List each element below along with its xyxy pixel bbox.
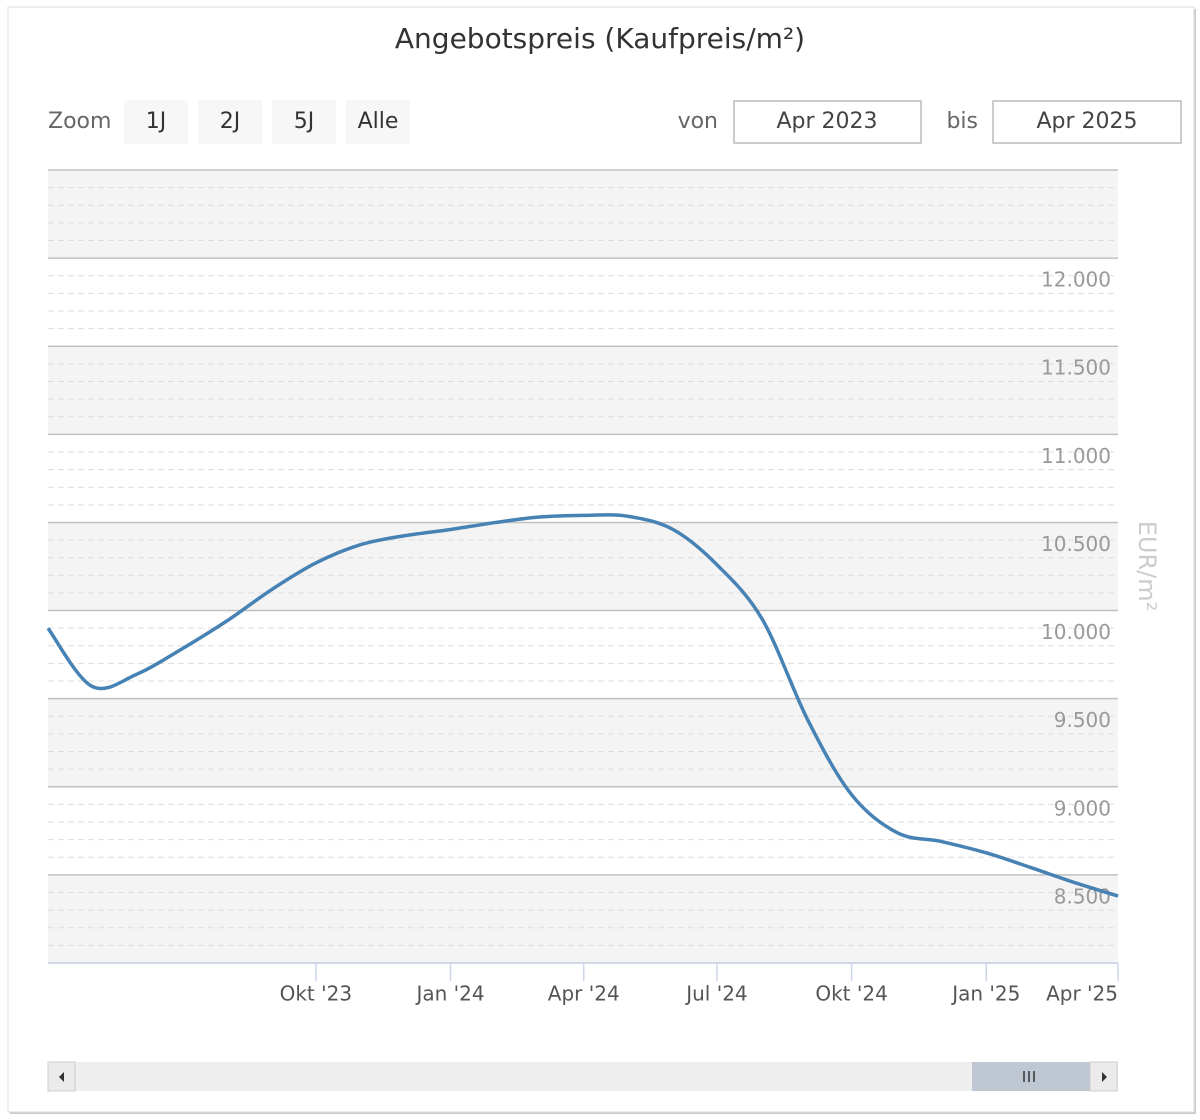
x-tick-label: Jan '25	[950, 982, 1020, 1006]
thumb-grip	[1023, 1071, 1035, 1082]
y-tick-label: 11.000	[1041, 444, 1111, 468]
plot-area: 8.500 9.000 9.500 10.000 10.500 11.000 11.500 1…	[46, 169, 1119, 1006]
chart-title: Angebotspreis (Kaufpreis/m²)	[395, 22, 805, 55]
plot-band	[48, 874, 1118, 963]
to-input-text[interactable]: Apr 2025	[1036, 109, 1137, 134]
zoom-button[interactable]	[346, 100, 410, 144]
from-input[interactable]	[733, 100, 922, 144]
y-tick-label: 12.000	[1041, 268, 1111, 292]
y-tick-label: 9.000	[1054, 796, 1111, 820]
from-input-text[interactable]: Apr 2023	[776, 109, 877, 134]
zoom-button-label[interactable]: 1J	[146, 109, 167, 134]
to-label: bis	[946, 109, 978, 134]
from-label: von	[678, 109, 718, 134]
zoom-button[interactable]	[124, 100, 188, 144]
y-tick-label: 8.500	[1054, 884, 1111, 908]
x-tick-label: Jul '24	[684, 982, 747, 1006]
zoom-button-label[interactable]: 2J	[220, 109, 241, 134]
y-tick-label: 11.500	[1041, 356, 1111, 380]
x-tick-label: Jan '24	[414, 982, 484, 1006]
zoom-buttons: 1J 2J 5J Alle	[124, 100, 410, 144]
arrow-right	[1102, 1072, 1107, 1082]
arrow-left	[59, 1072, 64, 1082]
zoom-button-label[interactable]: 5J	[294, 109, 315, 134]
zoom-button[interactable]	[198, 100, 262, 144]
plot-band	[48, 170, 1118, 259]
series-line	[46, 513, 1119, 898]
x-tick-label: Apr '25	[1046, 982, 1118, 1006]
x-tick-label: Apr '24	[548, 982, 620, 1006]
y-tick-label: 10.500	[1041, 532, 1111, 556]
plot-band	[48, 346, 1118, 435]
y-tick-label: 10.000	[1041, 620, 1111, 644]
scrollbar-track[interactable]	[48, 1062, 1118, 1091]
zoom-label: Zoom	[48, 109, 111, 134]
plot-band	[48, 698, 1118, 787]
x-tick-label: Okt '24	[815, 982, 887, 1006]
y-tick-label: 9.500	[1054, 708, 1111, 732]
y-axis-title: EUR/m²	[1133, 521, 1161, 612]
x-tick-label: Okt '23	[280, 982, 352, 1006]
to-input[interactable]	[992, 100, 1182, 144]
plot-band	[48, 522, 1118, 611]
zoom-button-label[interactable]: Alle	[358, 109, 399, 134]
scrollbar	[47, 1061, 1118, 1092]
scrollbar-thumb[interactable]	[972, 1062, 1090, 1091]
zoom-button[interactable]	[272, 100, 336, 144]
